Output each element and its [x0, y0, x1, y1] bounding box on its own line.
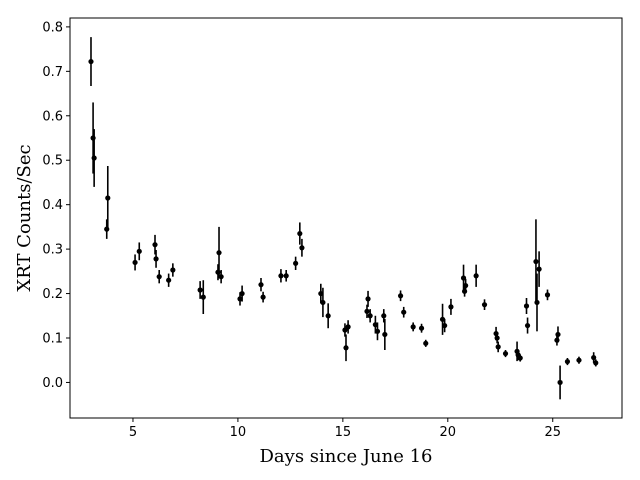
data-point: [544, 292, 551, 298]
plot-area: [88, 37, 599, 400]
data-point: [166, 277, 172, 283]
y-axis-ticks: 0.0 0.1 0.2 0.3 0.4 0.5 0.6 0.7 0.8: [42, 20, 70, 391]
data-point: [170, 267, 176, 273]
data-point: [534, 299, 540, 306]
y-tick-label: 0.0: [42, 376, 63, 391]
data-point: [367, 313, 373, 319]
data-point: [554, 337, 560, 343]
data-point: [88, 58, 94, 65]
data-point: [593, 360, 599, 366]
data-point: [591, 354, 597, 361]
data-point: [156, 274, 162, 280]
data-point: [374, 328, 381, 334]
data-point: [318, 290, 324, 297]
data-point: [461, 288, 468, 294]
x-tick-label: 25: [544, 425, 561, 440]
data-point: [104, 226, 110, 232]
y-tick-label: 0.3: [42, 243, 63, 258]
data-point: [260, 294, 266, 300]
data-point: [91, 155, 97, 161]
data-point: [493, 330, 499, 337]
data-point: [136, 248, 142, 254]
data-point: [576, 357, 582, 363]
data-point: [555, 331, 561, 338]
data-point: [418, 325, 425, 331]
data-point: [365, 296, 371, 302]
data-point: [215, 269, 221, 275]
x-tick-label: 10: [230, 425, 247, 440]
data-point: [364, 308, 370, 314]
data-point: [372, 322, 378, 328]
data-point: [132, 259, 138, 266]
data-point: [278, 273, 284, 279]
data-point: [200, 294, 206, 300]
data-point: [557, 379, 563, 386]
data-point: [381, 313, 387, 319]
data-point: [320, 299, 326, 306]
data-point: [463, 282, 469, 289]
y-axis-label: XRT Counts/Sec: [14, 144, 35, 291]
error-bars: [90, 37, 597, 400]
data-point: [325, 313, 331, 319]
data-points: [88, 58, 599, 386]
data-point: [410, 324, 416, 330]
data-point: [442, 322, 448, 329]
y-tick-label: 0.2: [42, 287, 63, 302]
data-point: [90, 135, 96, 141]
x-axis-ticks: 5 10 15 20 25: [129, 418, 561, 440]
y-tick-label: 0.7: [42, 65, 63, 80]
data-point: [517, 355, 523, 361]
data-point: [297, 230, 303, 237]
data-point: [439, 316, 446, 322]
data-point: [524, 322, 531, 329]
data-point: [495, 344, 501, 350]
x-tick-label: 5: [129, 425, 137, 440]
data-point: [533, 258, 539, 265]
data-point: [401, 309, 407, 315]
data-point: [258, 282, 264, 288]
data-point: [197, 287, 203, 293]
data-point: [216, 250, 222, 256]
data-point: [397, 293, 404, 299]
y-tick-label: 0.6: [42, 109, 63, 124]
y-tick-label: 0.1: [42, 332, 63, 347]
data-point: [283, 273, 289, 279]
data-point: [423, 340, 429, 346]
data-point: [448, 304, 454, 310]
data-point: [494, 335, 500, 341]
data-point: [460, 275, 467, 281]
x-tick-label: 15: [335, 425, 352, 440]
data-point: [536, 266, 542, 272]
data-point: [345, 324, 351, 330]
data-point: [293, 260, 299, 266]
data-point: [564, 358, 571, 365]
data-point: [239, 290, 245, 297]
y-tick-label: 0.4: [42, 198, 63, 213]
data-point: [473, 273, 479, 279]
y-tick-label: 0.5: [42, 154, 63, 169]
y-tick-label: 0.8: [42, 20, 63, 35]
data-point: [523, 303, 530, 309]
data-point: [299, 245, 305, 251]
data-point: [153, 256, 159, 262]
data-point: [218, 274, 224, 280]
x-axis-label: Days since June 16: [259, 446, 432, 467]
data-point: [343, 345, 349, 351]
data-point: [237, 296, 243, 302]
plot-frame: [69, 17, 623, 419]
data-point: [502, 350, 509, 357]
data-point: [152, 242, 158, 248]
data-point: [105, 195, 111, 201]
data-point: [481, 302, 488, 308]
x-tick-label: 20: [440, 425, 457, 440]
data-point: [382, 331, 388, 338]
